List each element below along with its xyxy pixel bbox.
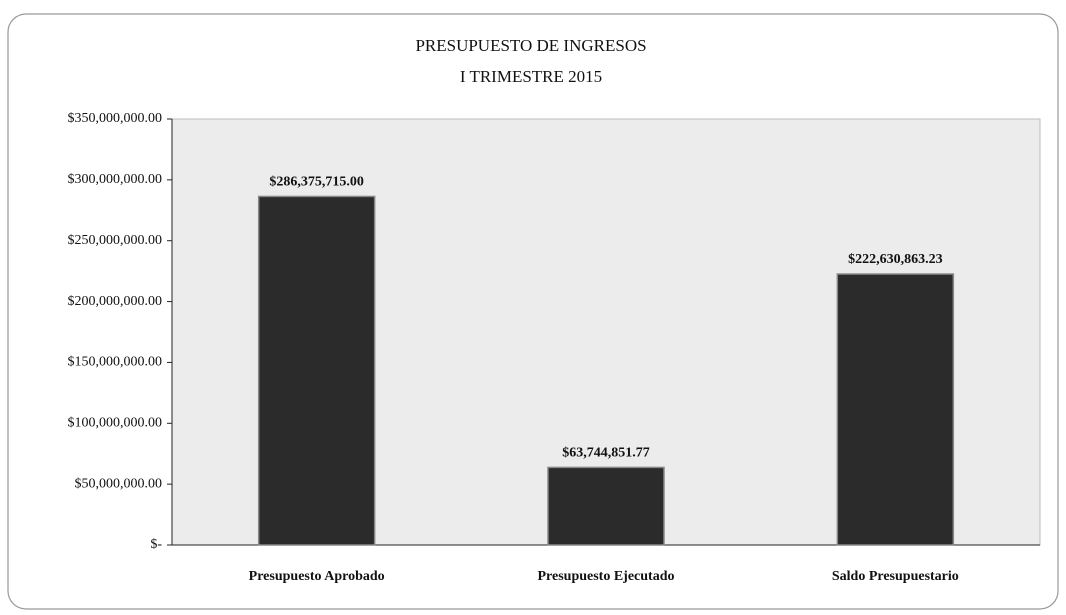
y-tick-label: $350,000,000.00 xyxy=(68,111,163,126)
data-label: $222,630,863.23 xyxy=(848,252,943,267)
y-tick-label: $300,000,000.00 xyxy=(68,172,163,187)
bar xyxy=(257,195,376,546)
x-tick-label: Saldo Presupuestario xyxy=(832,569,959,584)
y-tick-label: $200,000,000.00 xyxy=(68,294,163,309)
bar xyxy=(836,273,955,546)
data-label: $63,744,851.77 xyxy=(562,446,650,461)
bar xyxy=(547,466,665,546)
y-tick-label: $250,000,000.00 xyxy=(68,233,163,248)
data-label: $286,375,715.00 xyxy=(269,175,364,190)
x-tick-label: Presupuesto Aprobado xyxy=(249,569,385,584)
y-tick-label: $150,000,000.00 xyxy=(68,355,163,370)
chart-title: PRESUPUESTO DE INGRESOS xyxy=(415,36,646,55)
y-tick-label: $- xyxy=(150,537,162,552)
y-tick-label: $100,000,000.00 xyxy=(68,416,163,431)
y-tick-label: $50,000,000.00 xyxy=(75,476,163,491)
chart-subtitle: I TRIMESTRE 2015 xyxy=(460,67,602,86)
x-tick-label: Presupuesto Ejecutado xyxy=(537,569,674,584)
